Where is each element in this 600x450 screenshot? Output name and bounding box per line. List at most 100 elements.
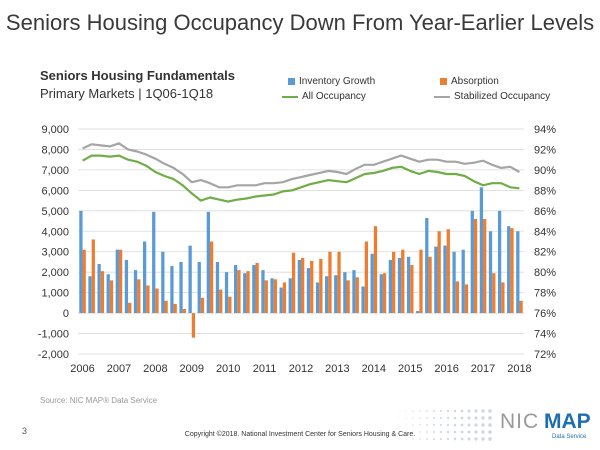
absorption-bar <box>237 270 241 314</box>
decorative-dot <box>460 409 464 413</box>
inventory-growth-bar <box>306 268 311 314</box>
inventory-growth-bar <box>406 256 411 314</box>
x-axis-tick-label: 2014 <box>362 363 386 375</box>
all-occupancy-line <box>82 154 520 203</box>
right-axis-tick-label: 90% <box>534 165 556 177</box>
source-note: Source: NIC MAP® Data Service <box>40 396 158 405</box>
inventory-growth-bar <box>133 270 138 314</box>
inventory-growth-bar <box>334 275 338 314</box>
x-axis-tick-label: 2010 <box>216 363 240 375</box>
decorative-dot <box>460 430 464 434</box>
decorative-dot <box>433 431 435 433</box>
legend-swatch <box>434 95 450 98</box>
absorption-bar <box>146 285 150 314</box>
absorption-bar <box>464 284 469 314</box>
absorption-bar <box>483 219 487 314</box>
decorative-dot <box>412 424 414 426</box>
absorption-bar <box>264 280 268 314</box>
legend-swatch <box>282 95 298 98</box>
legend-item-all-occupancy: All Occupancy <box>282 91 366 102</box>
absorption-bar <box>200 297 205 314</box>
x-axis-tick-label: 2009 <box>180 363 204 375</box>
absorption-bar <box>301 257 305 314</box>
decorative-dot <box>446 430 450 434</box>
decorative-dot <box>467 430 471 434</box>
decorative-dot <box>467 437 471 441</box>
decorative-dot <box>488 416 492 420</box>
left-axis-tick-label: 4,000 <box>41 226 69 238</box>
decorative-dot <box>474 430 478 434</box>
decorative-dot <box>481 430 485 434</box>
inventory-growth-bar <box>106 274 110 314</box>
inventory-growth-bar <box>88 276 92 314</box>
left-axis-tick-label: 8,000 <box>41 144 69 156</box>
inventory-growth-bar <box>115 249 119 314</box>
inventory-growth-bar <box>488 231 493 314</box>
absorption-bar <box>310 260 314 314</box>
decorative-dot <box>460 416 464 420</box>
left-axis-tick-label: 3,000 <box>41 247 69 259</box>
absorption-bar <box>155 288 159 314</box>
inventory-growth-bar <box>370 253 374 314</box>
decorative-dot <box>481 437 485 441</box>
inventory-growth-bar <box>152 211 156 314</box>
x-axis-tick-label: 2006 <box>70 363 94 375</box>
x-axis-tick-label: 2008 <box>143 363 167 375</box>
decorative-dot <box>460 437 464 441</box>
absorption-bar <box>455 281 460 314</box>
absorption-bar <box>228 296 232 314</box>
decorative-dot <box>419 431 421 433</box>
decorative-dot <box>419 438 421 440</box>
x-axis-tick-label: 2017 <box>471 363 495 375</box>
decorative-dot <box>488 409 492 413</box>
decorative-dot <box>453 409 457 413</box>
left-axis-tick-label: 5,000 <box>41 206 69 218</box>
decorative-dot <box>433 438 435 440</box>
absorption-bar <box>410 265 414 314</box>
inventory-growth-bar <box>215 261 220 314</box>
absorption-bar <box>501 282 505 314</box>
decorative-dot <box>467 423 471 427</box>
absorption-bar <box>173 303 177 314</box>
decorative-dot <box>412 410 414 412</box>
absorption-bar <box>191 313 196 338</box>
x-axis-tick-label: 2012 <box>289 363 313 375</box>
absorption-bar <box>364 241 368 314</box>
left-axis-tick-label: -2,000 <box>38 349 69 361</box>
decorative-dot <box>474 409 478 413</box>
decorative-dot <box>433 410 435 412</box>
legend-label: Inventory Growth <box>299 76 376 87</box>
absorption-bar <box>492 273 496 314</box>
legend-item-stabilized-occupancy: Stabilized Occupancy <box>434 91 550 102</box>
decorative-dot <box>426 410 428 412</box>
inventory-growth-bar <box>461 249 465 314</box>
absorption-bar <box>91 239 95 314</box>
decorative-dot <box>405 417 407 419</box>
absorption-bar <box>109 280 114 314</box>
copyright-note: Copyright ©2018. National Investment Cen… <box>184 431 416 438</box>
legend-item-inventory-growth: Inventory Growth <box>288 76 375 87</box>
decorative-dot <box>453 437 457 441</box>
decorative-dot <box>419 424 421 426</box>
absorption-bar <box>282 282 287 314</box>
inventory-growth-bar <box>379 274 383 314</box>
right-axis-tick-label: 72% <box>534 349 556 361</box>
inventory-growth-bar <box>397 257 402 314</box>
inventory-growth-bar <box>261 270 265 314</box>
left-axis-tick-label: 1,000 <box>41 288 69 300</box>
absorption-bar <box>437 231 441 314</box>
inventory-growth-bar <box>197 261 201 314</box>
chart-subtitle: Seniors Housing Fundamentals <box>40 68 236 83</box>
page-number: 3 <box>22 426 28 436</box>
inventory-growth-bar <box>179 261 183 314</box>
inventory-growth-bar <box>288 278 292 314</box>
inventory-growth-bar <box>315 282 320 314</box>
inventory-growth-bar <box>297 259 301 314</box>
right-axis-tick-label: 92% <box>534 144 556 156</box>
inventory-growth-bar <box>507 226 511 314</box>
right-axis-tick-label: 74% <box>534 329 556 341</box>
decorative-dot <box>460 423 464 427</box>
logo-tagline: Data Service <box>552 434 587 440</box>
x-axis-tick-label: 2013 <box>325 363 349 375</box>
absorption-bar <box>164 300 168 314</box>
